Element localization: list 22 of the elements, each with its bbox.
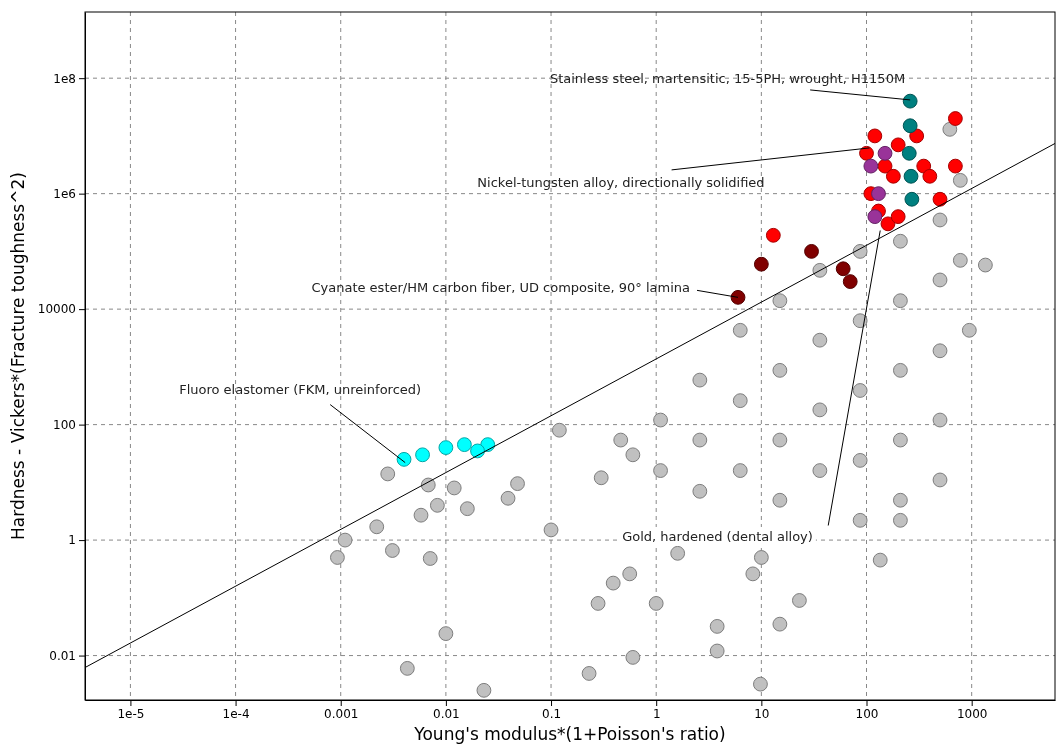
x-tick-label: 100 (855, 706, 879, 721)
y-axis-title: Hardness - Vickers*(Fracture toughness^2) (8, 172, 28, 540)
annotation: Cyanate ester/HM carbon fiber, UD composite, 90° lamina (311, 279, 691, 295)
x-tick-label: 0.1 (541, 706, 562, 721)
y-tick-label: 100 (53, 417, 76, 432)
y-tick-label: 1e8 (53, 71, 76, 86)
x-tick-label: 1e-4 (222, 706, 250, 721)
y-tick-label: 10000 (37, 302, 76, 317)
x-tick-label: 10 (754, 706, 770, 721)
x-tick-label: 0.001 (324, 706, 359, 721)
x-tick-label: 1e-5 (117, 706, 145, 721)
x-tick-label: 0.01 (433, 706, 460, 721)
annotation: Stainless steel, martensitic, 15-5PH, wrought, H1150M (549, 71, 906, 87)
annotation: Fluoro elastomer (FKM, unreinforced) (179, 382, 422, 398)
x-axis-title: Young's modulus*(1+Poisson's ratio) (413, 724, 726, 744)
y-tick-label: 1 (68, 533, 76, 548)
y-tick-label: 1e6 (53, 186, 76, 201)
y-tick-label: 0.01 (49, 648, 76, 663)
annotation: Nickel-tungsten alloy, directionally solidified (477, 175, 765, 191)
x-tick-label: 1000 (956, 706, 988, 721)
x-tick-label: 1 (652, 706, 661, 721)
annotation: Gold, hardened (dental alloy) (622, 529, 813, 545)
